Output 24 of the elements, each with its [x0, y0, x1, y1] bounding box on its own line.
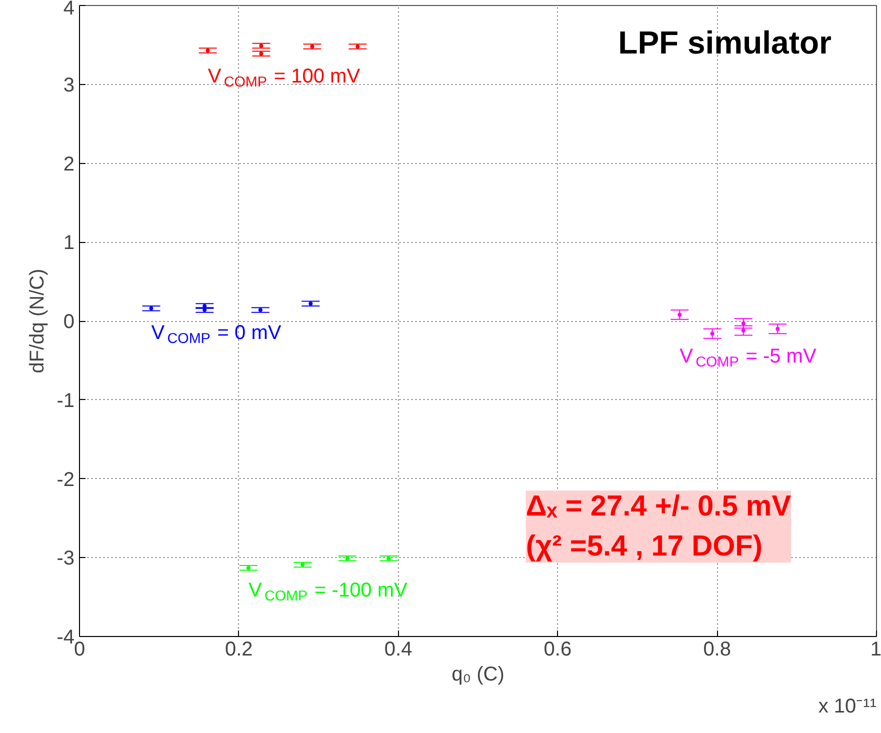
x-tick-label: 0.8 [703, 638, 732, 660]
y-tick-label: -2 [56, 468, 75, 491]
y-tick-label: -4 [56, 626, 75, 648]
annotation: Δₓ = 27.4 +/- 0.5 mV (χ² =5.4 , 17 DOF) [526, 490, 792, 563]
point [678, 312, 682, 317]
point [776, 326, 780, 331]
y-tick-label: -3 [56, 548, 75, 570]
point [741, 328, 746, 332]
y-tick-label: -1 [56, 390, 75, 412]
y-tick-label: 3 [63, 74, 74, 96]
y-tick-label: 2 [63, 153, 74, 176]
y-axis-title: dF/dq (N/C) [26, 268, 49, 374]
text: LPF simulator [618, 24, 832, 60]
x-axis-title: q₀ (C) [452, 664, 504, 686]
x-tick-label: 0.6 [544, 638, 572, 660]
y-tick-label: 4 [63, 0, 74, 20]
x-tick-label: 0.2 [225, 638, 253, 660]
x-tick-label: 0.4 [384, 638, 412, 660]
x-tick-label: 1 [870, 638, 881, 660]
y-tick-label: 0 [63, 311, 74, 333]
y-tick-label: 1 [63, 232, 74, 254]
point [710, 332, 714, 336]
text: x 10⁻¹¹ [818, 696, 877, 718]
point [741, 321, 746, 326]
